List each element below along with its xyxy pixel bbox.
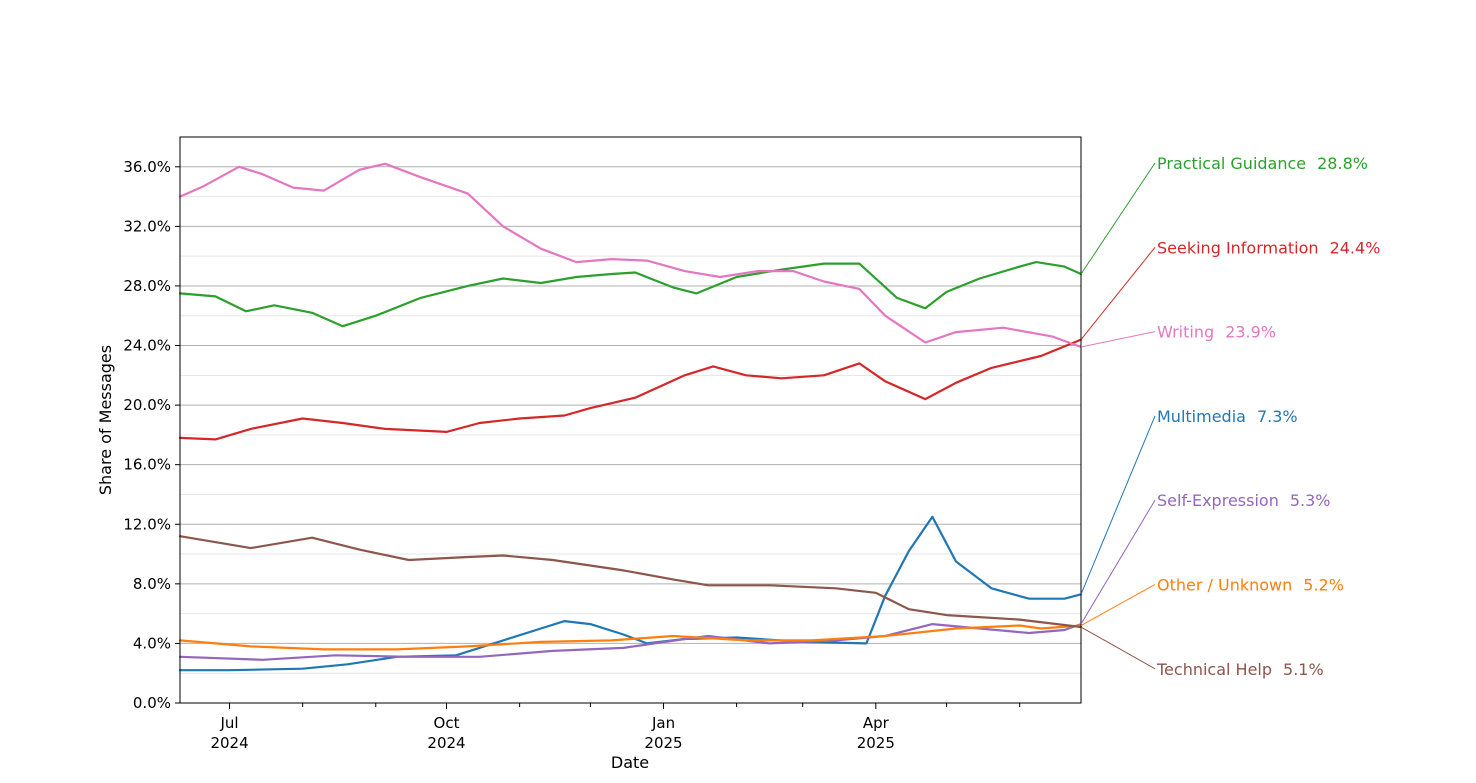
y-tick-label: 32.0%: [123, 217, 171, 235]
y-tick-label: 20.0%: [123, 396, 171, 414]
x-tick-label-month: Oct: [434, 714, 460, 732]
series-name: Seeking Information: [1157, 238, 1319, 257]
y-tick-label: 0.0%: [133, 694, 171, 712]
y-tick-label: 16.0%: [123, 456, 171, 474]
series-end-value: 7.3%: [1257, 407, 1298, 426]
leader-line-other-unknown: [1080, 584, 1156, 626]
series-lines: [178, 162, 1083, 672]
series-name: Technical Help: [1156, 660, 1272, 679]
leader-line-writing: [1080, 331, 1156, 348]
y-axis-title: Share of Messages: [96, 345, 115, 495]
series-end-value: 28.8%: [1317, 154, 1368, 173]
end-label-self-expression: Self-Expression 5.3%: [1157, 491, 1330, 510]
end-label-other-unknown: Other / Unknown 5.2%: [1157, 576, 1344, 595]
series-end-value: 5.3%: [1290, 491, 1331, 510]
series-name: Multimedia: [1157, 407, 1246, 426]
series-name: Self-Expression: [1157, 491, 1279, 510]
x-tick-label-month: Apr: [863, 714, 890, 732]
y-tick-label: 4.0%: [133, 634, 171, 652]
series-line-self-expression: [178, 622, 1083, 661]
y-tick-label: 8.0%: [133, 575, 171, 593]
x-tick-label-year: 2025: [857, 734, 895, 752]
grid-lines: [180, 166, 1081, 704]
y-tick-label: 12.0%: [123, 515, 171, 533]
x-tick-label-month: Jan: [651, 714, 675, 732]
series-end-value: 5.2%: [1303, 576, 1344, 595]
x-tick-label-month: Jul: [219, 714, 238, 732]
series-line-writing: [178, 162, 1083, 349]
axis-ticks: 0.0% 4.0% 8.0% 12.0% 16.0% 20.0% 24.0% 28.0% 32.…: [123, 158, 1021, 752]
series-line-seeking-information: [178, 338, 1083, 441]
end-label-seeking-information: Seeking Information 24.4%: [1157, 238, 1380, 257]
series-line-practical-guidance: [178, 261, 1083, 328]
series-end-value: 5.1%: [1283, 660, 1324, 679]
end-label-multimedia: Multimedia 7.3%: [1157, 407, 1298, 426]
series-name: Practical Guidance: [1157, 154, 1306, 173]
leader-line-multimedia: [1080, 415, 1156, 595]
series-end-value: 24.4%: [1330, 238, 1381, 257]
end-label-writing: Writing 23.9%: [1157, 323, 1276, 342]
x-tick-label-year: 2024: [210, 734, 248, 752]
y-tick-label: 24.0%: [123, 337, 171, 355]
series-name: Other / Unknown: [1157, 576, 1292, 595]
end-label-practical-guidance: Practical Guidance 28.8%: [1157, 154, 1368, 173]
series-end-value: 23.9%: [1225, 323, 1276, 342]
leader-line-technical-help: [1080, 626, 1156, 670]
y-tick-label: 28.0%: [123, 277, 171, 295]
end-labels: Practical Guidance 28.8% Seeking Informati…: [1080, 154, 1380, 679]
series-line-other-unknown: [178, 624, 1083, 651]
series-name: Writing: [1157, 323, 1214, 342]
leader-line-practical-guidance: [1080, 162, 1156, 275]
x-tick-label-year: 2025: [644, 734, 682, 752]
x-tick-label-year: 2024: [427, 734, 465, 752]
leader-line-self-expression: [1080, 499, 1156, 625]
y-tick-label: 36.0%: [123, 158, 171, 176]
plot-frame: [179, 136, 1082, 704]
series-line-technical-help: [178, 535, 1083, 629]
leader-line-seeking-information: [1080, 246, 1156, 340]
end-label-technical-help: Technical Help 5.1%: [1156, 660, 1324, 679]
x-axis-title: Date: [611, 753, 649, 772]
